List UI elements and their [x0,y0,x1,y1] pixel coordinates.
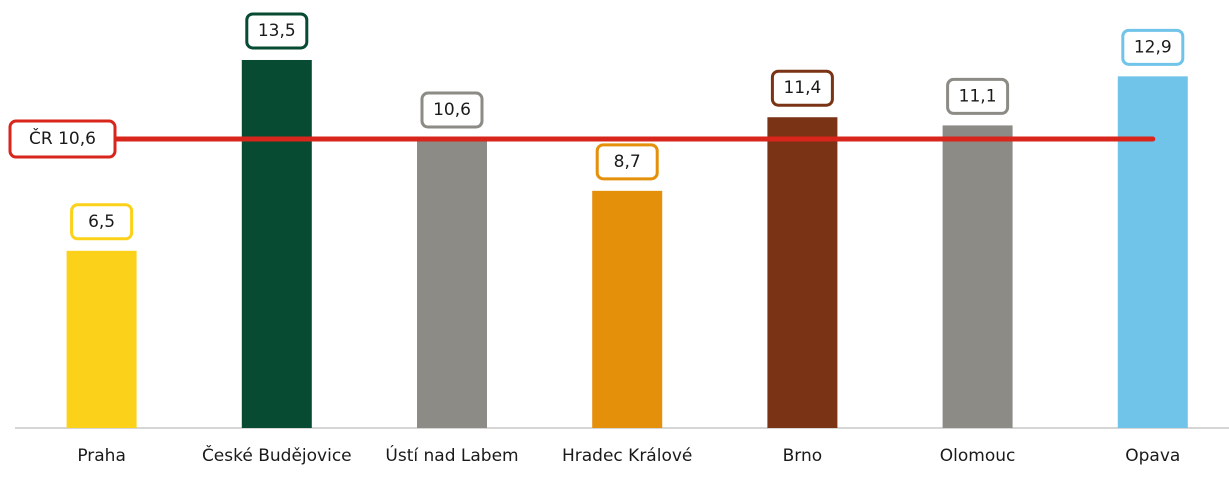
bar [241,59,312,429]
x-tick-label: Brno [782,446,823,466]
bar [66,250,137,428]
x-tick-label: Praha [77,446,126,466]
reference-label-box [8,119,117,159]
value-label-box [420,91,484,129]
x-tick-label: Opava [1125,446,1181,466]
value-label-box [70,203,134,241]
value-label: 11,1 [959,86,997,106]
value-label: 10,6 [433,100,471,120]
value-label: 6,5 [88,212,115,232]
bar [417,139,487,428]
value-label-box [245,12,309,50]
x-tick-label: Olomouc [939,446,1016,466]
value-label-box [595,143,659,181]
value-label-box [1121,28,1185,66]
value-label: 12,9 [1134,37,1172,57]
value-label: 13,5 [258,21,296,41]
bar [592,190,663,428]
value-label: 11,4 [783,78,821,98]
value-label-box [770,69,834,107]
bar [942,125,1013,428]
x-tick-label: Ústí nad Labem [385,446,519,466]
bar [767,117,838,429]
bar [1117,76,1188,428]
reference-label: ČR 10,6 [29,127,96,149]
x-tick-label: Hradec Králové [561,446,693,466]
value-label: 8,7 [614,152,641,172]
x-tick-label: České Budějovice [201,446,352,466]
value-label-box [946,77,1010,115]
